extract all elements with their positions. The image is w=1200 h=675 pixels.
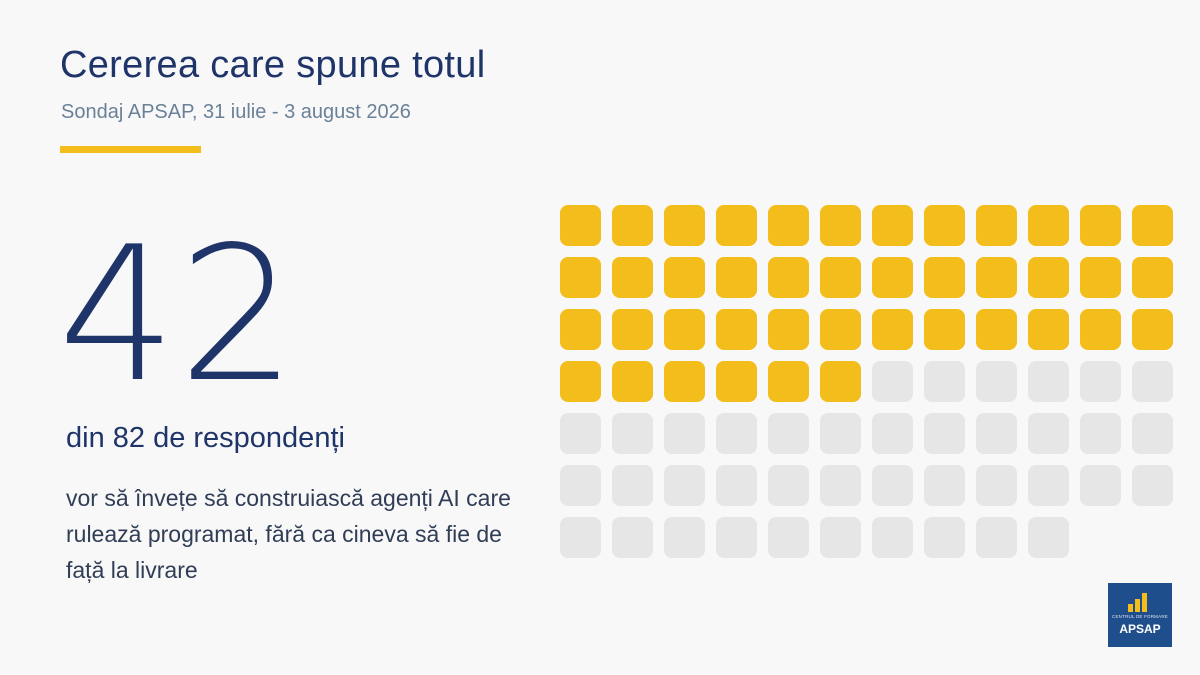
waffle-cell [820, 465, 861, 506]
apsap-logo: CENTRUL DE FORMARE APSAP [1108, 583, 1172, 647]
waffle-cell-highlighted [820, 309, 861, 350]
waffle-cell-highlighted [1080, 205, 1121, 246]
waffle-cell [768, 413, 809, 454]
waffle-cell-highlighted [924, 257, 965, 298]
waffle-cell [612, 517, 653, 558]
waffle-cell-highlighted [872, 257, 913, 298]
waffle-cell [1028, 465, 1069, 506]
waffle-cell-highlighted [872, 309, 913, 350]
waffle-cell-highlighted [612, 309, 653, 350]
waffle-cell [1080, 413, 1121, 454]
waffle-cell [924, 413, 965, 454]
waffle-cell [872, 413, 913, 454]
waffle-cell [924, 517, 965, 558]
waffle-cell-highlighted [1132, 309, 1173, 350]
waffle-cell [872, 361, 913, 402]
bar-chart-icon [1128, 592, 1154, 612]
page-title: Cererea care spune totul [60, 44, 486, 86]
waffle-cell-highlighted [976, 257, 1017, 298]
waffle-cell-highlighted [612, 257, 653, 298]
waffle-cell [1080, 465, 1121, 506]
waffle-cell-highlighted [1080, 309, 1121, 350]
waffle-cell-highlighted [976, 205, 1017, 246]
waffle-cell-highlighted [1132, 257, 1173, 298]
waffle-cell-highlighted [820, 205, 861, 246]
stat-description: vor să învețe să construiască agenți AI … [66, 485, 511, 583]
waffle-cell [716, 517, 757, 558]
waffle-cell [976, 517, 1017, 558]
waffle-cell-highlighted [612, 361, 653, 402]
waffle-cell [1132, 413, 1173, 454]
waffle-cell-highlighted [664, 257, 705, 298]
waffle-cell [872, 517, 913, 558]
waffle-cell-highlighted [612, 205, 653, 246]
waffle-cell-highlighted [1028, 309, 1069, 350]
waffle-cell [716, 413, 757, 454]
waffle-cell [1028, 517, 1069, 558]
waffle-cell [768, 465, 809, 506]
waffle-cell-highlighted [872, 205, 913, 246]
waffle-cell-highlighted [768, 257, 809, 298]
waffle-cell-highlighted [1028, 205, 1069, 246]
waffle-cell-highlighted [716, 309, 757, 350]
waffle-cell [1028, 413, 1069, 454]
waffle-cell-highlighted [768, 361, 809, 402]
waffle-cell [924, 361, 965, 402]
waffle-cell [612, 413, 653, 454]
accent-divider [60, 146, 201, 153]
waffle-cell [820, 517, 861, 558]
waffle-cell [872, 465, 913, 506]
page-subtitle: Sondaj APSAP, 31 iulie - 3 august 2026 [61, 101, 411, 123]
waffle-cell [820, 413, 861, 454]
waffle-cell [664, 517, 705, 558]
waffle-cell-highlighted [820, 361, 861, 402]
waffle-cell [612, 465, 653, 506]
waffle-cell-highlighted [924, 205, 965, 246]
waffle-cell-highlighted [716, 205, 757, 246]
waffle-cell [716, 465, 757, 506]
waffle-cell [976, 413, 1017, 454]
waffle-cell [560, 413, 601, 454]
waffle-cell-highlighted [664, 309, 705, 350]
logo-tagline: CENTRUL DE FORMARE [1112, 614, 1168, 619]
waffle-cell-highlighted [560, 361, 601, 402]
waffle-cell-highlighted [560, 205, 601, 246]
waffle-cell-highlighted [716, 361, 757, 402]
waffle-cell [976, 361, 1017, 402]
waffle-cell-highlighted [768, 309, 809, 350]
stat-context: din 82 de respondenți [66, 422, 345, 454]
waffle-cell-highlighted [716, 257, 757, 298]
waffle-cell [664, 413, 705, 454]
logo-name: APSAP [1119, 622, 1161, 636]
waffle-cell [664, 465, 705, 506]
stat-value: 42 [58, 206, 299, 423]
waffle-cell [1132, 361, 1173, 402]
waffle-cell [1132, 465, 1173, 506]
waffle-cell-highlighted [976, 309, 1017, 350]
waffle-cell [1028, 361, 1069, 402]
waffle-cell-highlighted [768, 205, 809, 246]
waffle-cell-highlighted [1028, 257, 1069, 298]
waffle-cell-highlighted [924, 309, 965, 350]
waffle-cell [976, 465, 1017, 506]
waffle-cell [1080, 361, 1121, 402]
waffle-cell [768, 517, 809, 558]
waffle-cell-highlighted [1132, 205, 1173, 246]
waffle-cell-highlighted [560, 257, 601, 298]
waffle-cell-highlighted [1080, 257, 1121, 298]
waffle-cell [924, 465, 965, 506]
waffle-cell-highlighted [560, 309, 601, 350]
waffle-cell [560, 465, 601, 506]
waffle-cell [560, 517, 601, 558]
waffle-cell-highlighted [664, 361, 705, 402]
waffle-cell-highlighted [664, 205, 705, 246]
waffle-cell-highlighted [820, 257, 861, 298]
